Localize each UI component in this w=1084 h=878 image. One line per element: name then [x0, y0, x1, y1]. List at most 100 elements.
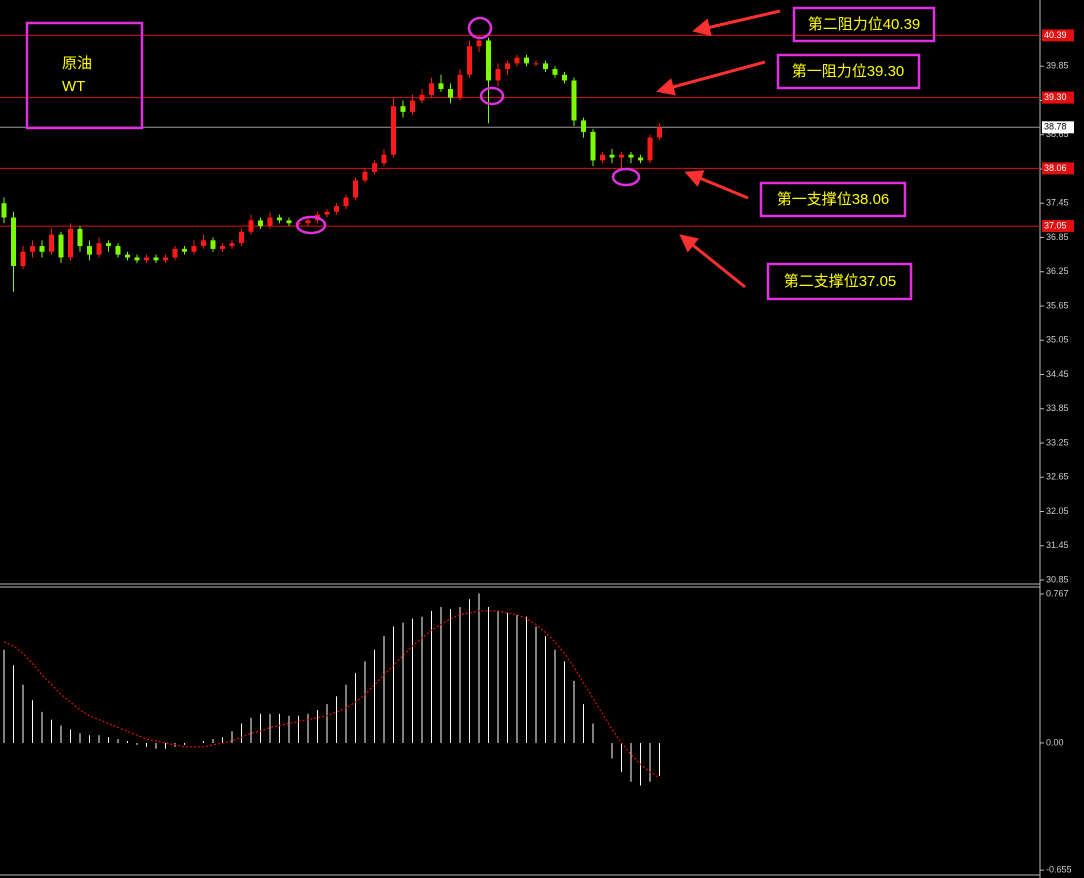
- candle-body: [153, 257, 159, 261]
- level-tag-label: 40.39: [1044, 30, 1067, 40]
- candle-body: [619, 154, 624, 158]
- candle-body: [533, 63, 539, 65]
- y-tick-label: 36.85: [1046, 232, 1069, 242]
- candle-body: [106, 243, 111, 247]
- candle-body: [134, 257, 140, 261]
- arrow: [684, 170, 749, 200]
- candle-body: [277, 217, 282, 221]
- candle-body: [343, 197, 349, 207]
- y-tick-label: -0.655: [1046, 865, 1072, 875]
- arrow: [692, 9, 781, 37]
- y-tick-label: 31.45: [1046, 540, 1069, 550]
- candle-body: [524, 57, 529, 64]
- candle-body: [296, 223, 301, 225]
- candle-body: [514, 57, 520, 64]
- candle-body: [505, 63, 510, 70]
- candle-body: [324, 211, 330, 215]
- candle-body: [628, 154, 634, 158]
- candle-body: [638, 157, 643, 161]
- candle-body: [125, 254, 130, 258]
- candle-body: [258, 220, 263, 227]
- candle-body: [172, 248, 178, 258]
- candle-body: [248, 220, 254, 232]
- label-box: [25, 21, 144, 130]
- candle-body: [58, 234, 64, 258]
- candle-body: [77, 228, 83, 247]
- annotation: 第一阻力位39.30: [792, 62, 905, 80]
- last-price-tag: [1042, 121, 1074, 134]
- candle-body: [87, 246, 92, 255]
- candle-body: [191, 246, 197, 252]
- label-box-text: WT: [62, 78, 85, 95]
- candle-body: [543, 63, 548, 70]
- candle-body: [391, 106, 396, 155]
- level-tag-label: 38.06: [1044, 163, 1067, 173]
- candle-body: [96, 243, 102, 255]
- candle-body: [552, 69, 558, 75]
- candle-body: [30, 246, 35, 252]
- level-tag: [1042, 220, 1074, 233]
- arrow: [679, 234, 746, 289]
- y-tick-label: 0.00: [1046, 737, 1064, 747]
- highlight-circle: [611, 167, 641, 187]
- y-tick-label: 35.05: [1046, 335, 1069, 345]
- candle-body: [1, 203, 7, 218]
- label-box-text: 原油: [62, 55, 92, 72]
- level-tag: [1042, 162, 1074, 175]
- y-tick-label: 36.25: [1046, 266, 1069, 276]
- candle-body: [438, 83, 444, 90]
- candle-body: [600, 154, 605, 161]
- candle-body: [229, 243, 235, 247]
- candle-body: [372, 163, 377, 172]
- candle-body: [68, 228, 73, 258]
- y-tick-label: 34.45: [1046, 369, 1069, 379]
- candle-body: [400, 106, 406, 112]
- y-tick-label: 39.85: [1046, 61, 1069, 71]
- candle-body: [334, 206, 339, 212]
- candle-body: [210, 240, 216, 249]
- annotation: 第二支撑位37.05: [784, 272, 897, 290]
- annotation: 第二阻力位40.39: [808, 15, 921, 33]
- candle-body: [571, 80, 577, 121]
- candle-body: [590, 131, 596, 161]
- last-price-label: 38.78: [1044, 122, 1067, 132]
- candle-body: [20, 251, 26, 267]
- candle-body: [353, 180, 358, 198]
- y-tick-label: 32.05: [1046, 506, 1069, 516]
- candle-body: [305, 220, 311, 224]
- candle-body: [220, 246, 225, 249]
- candle-body: [581, 120, 586, 132]
- highlight-circle: [479, 86, 505, 106]
- annotation-box: [766, 262, 913, 301]
- candle-body: [448, 89, 453, 98]
- candle-body: [657, 127, 662, 138]
- annotation: 第一支撑位38.06: [777, 190, 890, 208]
- candle-body: [476, 40, 482, 47]
- annotation-box: [759, 181, 907, 218]
- marks: 30.85 31.45 32.05 32.65 33.25 33.85 34.45 35.05…: [0, 29, 1074, 875]
- signal-line: [3, 610, 660, 779]
- y-tick-label: 35.65: [1046, 300, 1069, 310]
- candle-body: [362, 171, 368, 181]
- arrow: [656, 60, 766, 96]
- candle-body: [495, 69, 501, 81]
- candle-body: [457, 74, 463, 98]
- annotation-box: [776, 53, 921, 90]
- annotation-box: [792, 6, 936, 43]
- candle-body: [647, 137, 653, 161]
- y-tick-label: 0.767: [1046, 588, 1069, 598]
- candle-body: [467, 46, 472, 75]
- candle-body: [381, 154, 387, 164]
- candle-body: [163, 257, 168, 261]
- y-tick-label: 37.45: [1046, 198, 1069, 208]
- y-tick-label: 33.25: [1046, 437, 1069, 447]
- candle-body: [410, 100, 415, 112]
- candle-body: [609, 154, 615, 158]
- candle-body: [182, 248, 187, 252]
- candle-body: [562, 74, 567, 81]
- candle-body: [419, 94, 425, 101]
- candle-body: [11, 217, 16, 267]
- level-tag-label: 39.30: [1044, 92, 1067, 102]
